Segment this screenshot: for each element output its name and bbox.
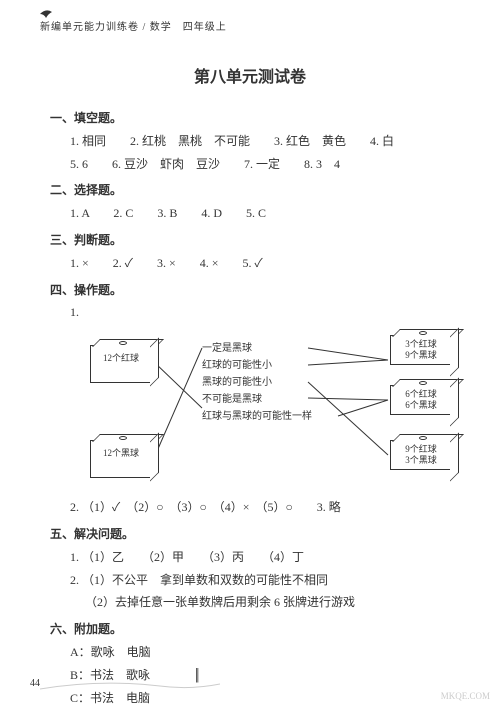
section-5: 五、解决问题。 1. （1）乙 （2）甲 （3）丙 （4）丁 2. （1）不公平… bbox=[50, 523, 460, 614]
s6-l1: A：歌咏 电脑 bbox=[50, 641, 460, 664]
opt-1: 一定是黑球 bbox=[202, 340, 312, 357]
rb3-l1: 9个红球 bbox=[405, 444, 437, 454]
s5-l3: （2）去掉任意一张单数牌后用剩余 6 张牌进行游戏 bbox=[50, 591, 460, 614]
rb1-l2: 9个黑球 bbox=[405, 350, 437, 360]
rb2-l1: 6个红球 bbox=[405, 389, 437, 399]
section-3-title: 三、判断题。 bbox=[50, 229, 460, 252]
footer-curve bbox=[40, 674, 220, 694]
section-4-title: 四、操作题。 bbox=[50, 279, 460, 302]
section-4: 四、操作题。 1. 12个红球 12个黑球 一定是黑球 红球的可能性小 黑球的可… bbox=[50, 279, 460, 519]
section-1-line-1: 1. 相同 2. 红桃 黑桃 不可能 3. 红色 黄色 4. 白 bbox=[50, 130, 460, 153]
left-box-2-label: 12个黑球 bbox=[103, 448, 139, 458]
page-number: 44 bbox=[30, 678, 40, 689]
matching-diagram: 12个红球 12个黑球 一定是黑球 红球的可能性小 黑球的可能性小 不可能是黑球… bbox=[50, 330, 460, 490]
left-box-1-label: 12个红球 bbox=[103, 353, 139, 363]
section-6: 六、附加题。 A：歌咏 电脑 B：书法 歌咏 C：书法 电脑 bbox=[50, 618, 460, 709]
right-box-1: 3个红球9个黑球 bbox=[390, 335, 452, 365]
rb1-l1: 3个红球 bbox=[405, 339, 437, 349]
opt-3: 黑球的可能性小 bbox=[202, 374, 312, 391]
section-3-line-1: 1. × 2. ✓ 3. × 4. × 5. ✓ bbox=[50, 252, 460, 275]
s5-l1: 1. （1）乙 （2）甲 （3）丙 （4）丁 bbox=[50, 546, 460, 569]
section-1-line-2: 5. 6 6. 豆沙 虾肉 豆沙 7. 一定 8. 3 4 bbox=[50, 153, 460, 176]
opt-4: 不可能是黑球 bbox=[202, 391, 312, 408]
section-2-line-1: 1. A 2. C 3. B 4. D 5. C bbox=[50, 202, 460, 225]
section-5-title: 五、解决问题。 bbox=[50, 523, 460, 546]
left-box-2: 12个黑球 bbox=[90, 440, 152, 478]
page-header: 新编单元能力训练卷 / 数学 四年级上 bbox=[0, 0, 500, 33]
q4-1: 1. bbox=[50, 301, 460, 324]
section-6-title: 六、附加题。 bbox=[50, 618, 460, 641]
text-options: 一定是黑球 红球的可能性小 黑球的可能性小 不可能是黑球 红球与黑球的可能性一样 bbox=[202, 340, 312, 425]
q4-2: 2. （1）✓ （2）○ （3）○ （4）× （5）○ 3. 略 bbox=[50, 496, 460, 519]
rb3-l2: 3个黑球 bbox=[405, 455, 437, 465]
opt-5: 红球与黑球的可能性一样 bbox=[202, 408, 312, 425]
content-area: 一、填空题。 1. 相同 2. 红桃 黑桃 不可能 3. 红色 黄色 4. 白 … bbox=[0, 107, 500, 709]
watermark: MKQE.COM bbox=[441, 691, 490, 701]
s5-l2: 2. （1）不公平 拿到单数和双数的可能性不相同 bbox=[50, 569, 460, 592]
section-1: 一、填空题。 1. 相同 2. 红桃 黑桃 不可能 3. 红色 黄色 4. 白 … bbox=[50, 107, 460, 175]
right-box-2: 6个红球6个黑球 bbox=[390, 385, 452, 415]
left-box-1: 12个红球 bbox=[90, 345, 152, 383]
section-2-title: 二、选择题。 bbox=[50, 179, 460, 202]
section-1-title: 一、填空题。 bbox=[50, 107, 460, 130]
opt-2: 红球的可能性小 bbox=[202, 357, 312, 374]
right-box-3: 9个红球3个黑球 bbox=[390, 440, 452, 470]
section-3: 三、判断题。 1. × 2. ✓ 3. × 4. × 5. ✓ bbox=[50, 229, 460, 275]
bird-icon bbox=[38, 6, 60, 20]
section-2: 二、选择题。 1. A 2. C 3. B 4. D 5. C bbox=[50, 179, 460, 225]
unit-title: 第八单元测试卷 bbox=[0, 63, 500, 87]
rb2-l2: 6个黑球 bbox=[405, 400, 437, 410]
